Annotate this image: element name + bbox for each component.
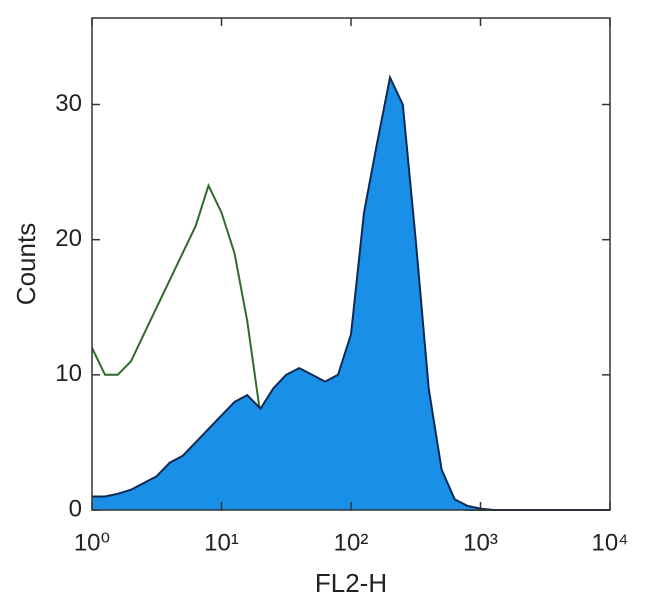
x-tick-label: 10² bbox=[334, 529, 369, 556]
y-tick-label: 0 bbox=[69, 495, 82, 522]
y-tick-label: 30 bbox=[55, 90, 82, 117]
x-tick-label: 10¹ bbox=[204, 529, 239, 556]
x-tick-label: 10⁴ bbox=[591, 529, 628, 556]
y-tick-label: 20 bbox=[55, 225, 82, 252]
area-fill bbox=[92, 77, 610, 510]
y-axis-title: Counts bbox=[11, 223, 41, 305]
x-tick-label: 10⁰ bbox=[74, 529, 110, 556]
y-tick-label: 10 bbox=[55, 360, 82, 387]
x-axis-title: FL2-H bbox=[315, 568, 387, 598]
x-tick-label: 10³ bbox=[463, 529, 498, 556]
